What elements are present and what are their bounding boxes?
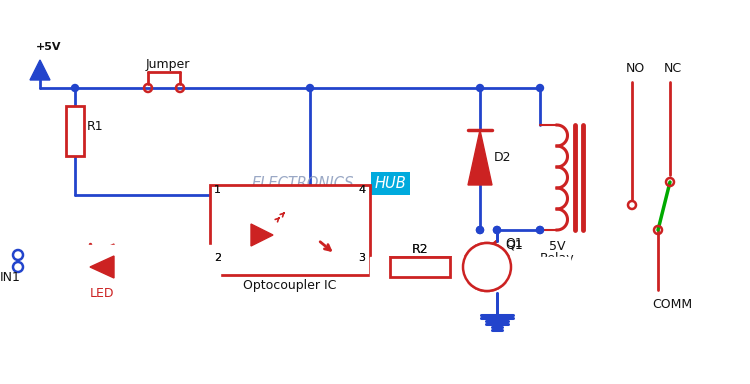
Polygon shape	[30, 60, 50, 80]
Text: Q1: Q1	[505, 237, 523, 250]
Circle shape	[476, 227, 484, 233]
Bar	[0, 245, 220, 300]
Circle shape	[463, 243, 511, 291]
Text: 2: 2	[214, 253, 221, 263]
Text: NO: NO	[626, 62, 645, 75]
Bar	[390, 257, 450, 277]
Text: 2: 2	[214, 253, 221, 263]
Circle shape	[476, 84, 484, 91]
Circle shape	[536, 227, 544, 233]
Polygon shape	[468, 130, 492, 185]
Text: 1: 1	[214, 185, 221, 195]
Circle shape	[536, 84, 544, 91]
Circle shape	[476, 227, 484, 233]
Circle shape	[71, 84, 79, 91]
Circle shape	[494, 227, 500, 233]
Bar	[210, 185, 370, 275]
Circle shape	[536, 227, 544, 233]
Text: R2: R2	[412, 243, 428, 256]
Polygon shape	[90, 244, 114, 266]
Polygon shape	[251, 224, 273, 246]
Text: NC: NC	[664, 62, 682, 75]
Text: 3: 3	[358, 253, 365, 263]
Bar	[370, 257, 570, 282]
Text: D2: D2	[494, 151, 512, 164]
Polygon shape	[90, 256, 114, 278]
Text: Relay: Relay	[540, 252, 574, 265]
Text: Q1: Q1	[505, 239, 523, 252]
Text: COMM: COMM	[652, 298, 692, 311]
Text: 1: 1	[214, 185, 221, 195]
Text: Optocoupler IC: Optocoupler IC	[243, 279, 337, 292]
Circle shape	[307, 84, 314, 91]
Text: R2: R2	[412, 243, 428, 256]
Text: ELECTRONICS: ELECTRONICS	[252, 176, 355, 191]
Text: HUB: HUB	[375, 176, 406, 191]
Text: IN1: IN1	[0, 271, 20, 284]
Bar	[390, 257, 450, 277]
Text: 4: 4	[358, 185, 365, 195]
Text: IN1: IN1	[0, 259, 20, 272]
Text: LED: LED	[90, 287, 114, 300]
Text: 3: 3	[358, 253, 365, 263]
Text: Jumper: Jumper	[146, 58, 190, 71]
Text: 4: 4	[358, 185, 365, 195]
Text: R1: R1	[87, 119, 104, 132]
Text: +5V: +5V	[36, 42, 62, 52]
Bar	[66, 106, 84, 156]
Text: 5V: 5V	[549, 240, 566, 253]
Text: LED: LED	[90, 273, 114, 286]
Circle shape	[494, 227, 500, 233]
